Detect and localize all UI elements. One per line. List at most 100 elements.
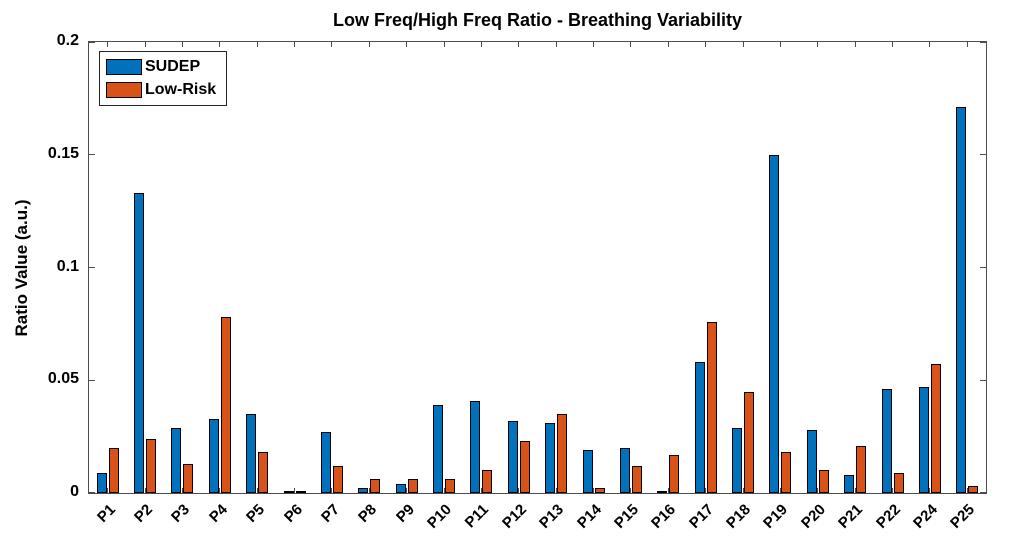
bar-low-risk-p18: [744, 392, 755, 493]
x-tick-mark: [854, 488, 856, 493]
bar-sudep-p6: [283, 491, 294, 493]
x-tick-mark: [593, 488, 595, 493]
bar-sudep-p9: [395, 484, 406, 493]
bar-sudep-p21: [844, 475, 855, 493]
x-tick-mark: [331, 488, 333, 493]
y-tick-mark: [980, 379, 986, 381]
y-tick-mark: [980, 42, 986, 43]
x-tick-mark: [107, 42, 109, 47]
bar-sudep-p22: [881, 389, 892, 493]
bar-low-risk-p9: [407, 479, 418, 493]
y-tick-mark: [980, 154, 986, 156]
y-tick-label: 0.2: [56, 32, 79, 49]
x-tick-mark: [406, 488, 408, 493]
plot-area: SUDEP Low-Risk: [88, 41, 987, 494]
bar-low-risk-p3: [183, 464, 194, 493]
bar-low-risk-p13: [557, 414, 568, 493]
x-tick-mark: [480, 42, 482, 47]
x-tick-mark: [144, 42, 146, 47]
bar-sudep-p13: [545, 423, 556, 493]
bar-low-risk-p12: [519, 441, 530, 493]
y-tick-mark: [89, 492, 95, 493]
bar-low-risk-p7: [332, 466, 343, 493]
x-tick-mark: [817, 42, 819, 47]
bar-low-risk-p15: [631, 466, 642, 493]
y-tick-mark: [980, 267, 986, 268]
bar-low-risk-p5: [258, 452, 269, 493]
y-tick-label: 0.05: [47, 370, 79, 388]
x-tick-mark: [779, 42, 781, 47]
x-tick-mark: [667, 42, 669, 47]
x-tick-mark: [854, 42, 856, 47]
x-tick-mark: [480, 488, 482, 493]
bar-low-risk-p19: [781, 452, 792, 493]
bar-sudep-p16: [657, 491, 668, 493]
legend-label-lowrisk: Low-Risk: [145, 81, 217, 98]
bar-low-risk-p10: [445, 479, 456, 493]
chart-title: Low Freq/High Freq Ratio - Breathing Var…: [332, 10, 743, 30]
legend-label-sudep: SUDEP: [145, 58, 201, 75]
x-tick-mark: [929, 42, 931, 47]
bar-sudep-p8: [358, 488, 369, 493]
x-tick-mark: [219, 42, 221, 47]
bar-low-risk-p11: [482, 470, 493, 493]
x-tick-mark: [779, 488, 781, 493]
legend-item-lowrisk: Low-Risk: [106, 81, 216, 99]
x-tick-mark: [555, 488, 557, 493]
bar-sudep-p7: [320, 432, 331, 493]
bar-low-risk-p6: [295, 491, 306, 493]
x-tick-mark: [667, 488, 669, 493]
bar-sudep-p12: [507, 421, 518, 493]
x-tick-mark: [294, 488, 296, 493]
bar-sudep-p17: [694, 362, 705, 493]
bar-low-risk-p16: [669, 455, 680, 493]
bar-sudep-p14: [582, 450, 593, 493]
x-tick-mark: [929, 488, 931, 493]
bar-sudep-p10: [433, 405, 444, 493]
bar-low-risk-p17: [706, 322, 717, 493]
legend-swatch-lowrisk: [106, 82, 142, 98]
bar-low-risk-p25: [968, 486, 979, 493]
x-tick-mark: [742, 42, 744, 47]
bar-sudep-p19: [769, 155, 780, 493]
legend-item-sudep: SUDEP: [106, 58, 216, 76]
x-tick-mark: [294, 42, 296, 47]
x-tick-mark: [966, 42, 968, 47]
y-tick-mark: [980, 492, 986, 493]
bar-sudep-p4: [208, 419, 219, 493]
x-tick-mark: [368, 488, 370, 493]
bar-sudep-p11: [470, 401, 481, 493]
x-tick-mark: [518, 488, 520, 493]
x-tick-mark: [181, 42, 183, 47]
y-tick-mark: [89, 154, 95, 156]
bar-low-risk-p22: [893, 473, 904, 493]
bar-sudep-p24: [918, 387, 929, 493]
legend-swatch-sudep: [106, 59, 142, 75]
y-tick-label: 0.1: [56, 257, 79, 275]
bar-sudep-p18: [732, 428, 743, 493]
x-tick-mark: [219, 488, 221, 493]
x-tick-mark: [144, 488, 146, 493]
x-tick-mark: [518, 42, 520, 47]
x-tick-mark: [742, 488, 744, 493]
y-tick-label: 0: [70, 483, 79, 500]
x-tick-mark: [256, 488, 258, 493]
x-tick-mark: [107, 488, 109, 493]
x-tick-mark: [817, 488, 819, 493]
x-tick-mark: [593, 42, 595, 47]
legend: SUDEP Low-Risk: [99, 51, 228, 106]
x-tick-mark: [368, 42, 370, 47]
bar-sudep-p25: [956, 107, 967, 493]
x-tick-mark: [966, 488, 968, 493]
bar-low-risk-p21: [856, 446, 867, 493]
y-tick-mark: [89, 379, 95, 381]
x-tick-mark: [705, 488, 707, 493]
bar-low-risk-p20: [818, 470, 829, 493]
bar-low-risk-p14: [594, 488, 605, 493]
x-tick-mark: [256, 42, 258, 47]
bar-sudep-p1: [96, 473, 107, 493]
bar-sudep-p20: [806, 430, 817, 493]
bar-low-risk-p2: [146, 439, 157, 493]
bar-sudep-p2: [134, 193, 145, 493]
